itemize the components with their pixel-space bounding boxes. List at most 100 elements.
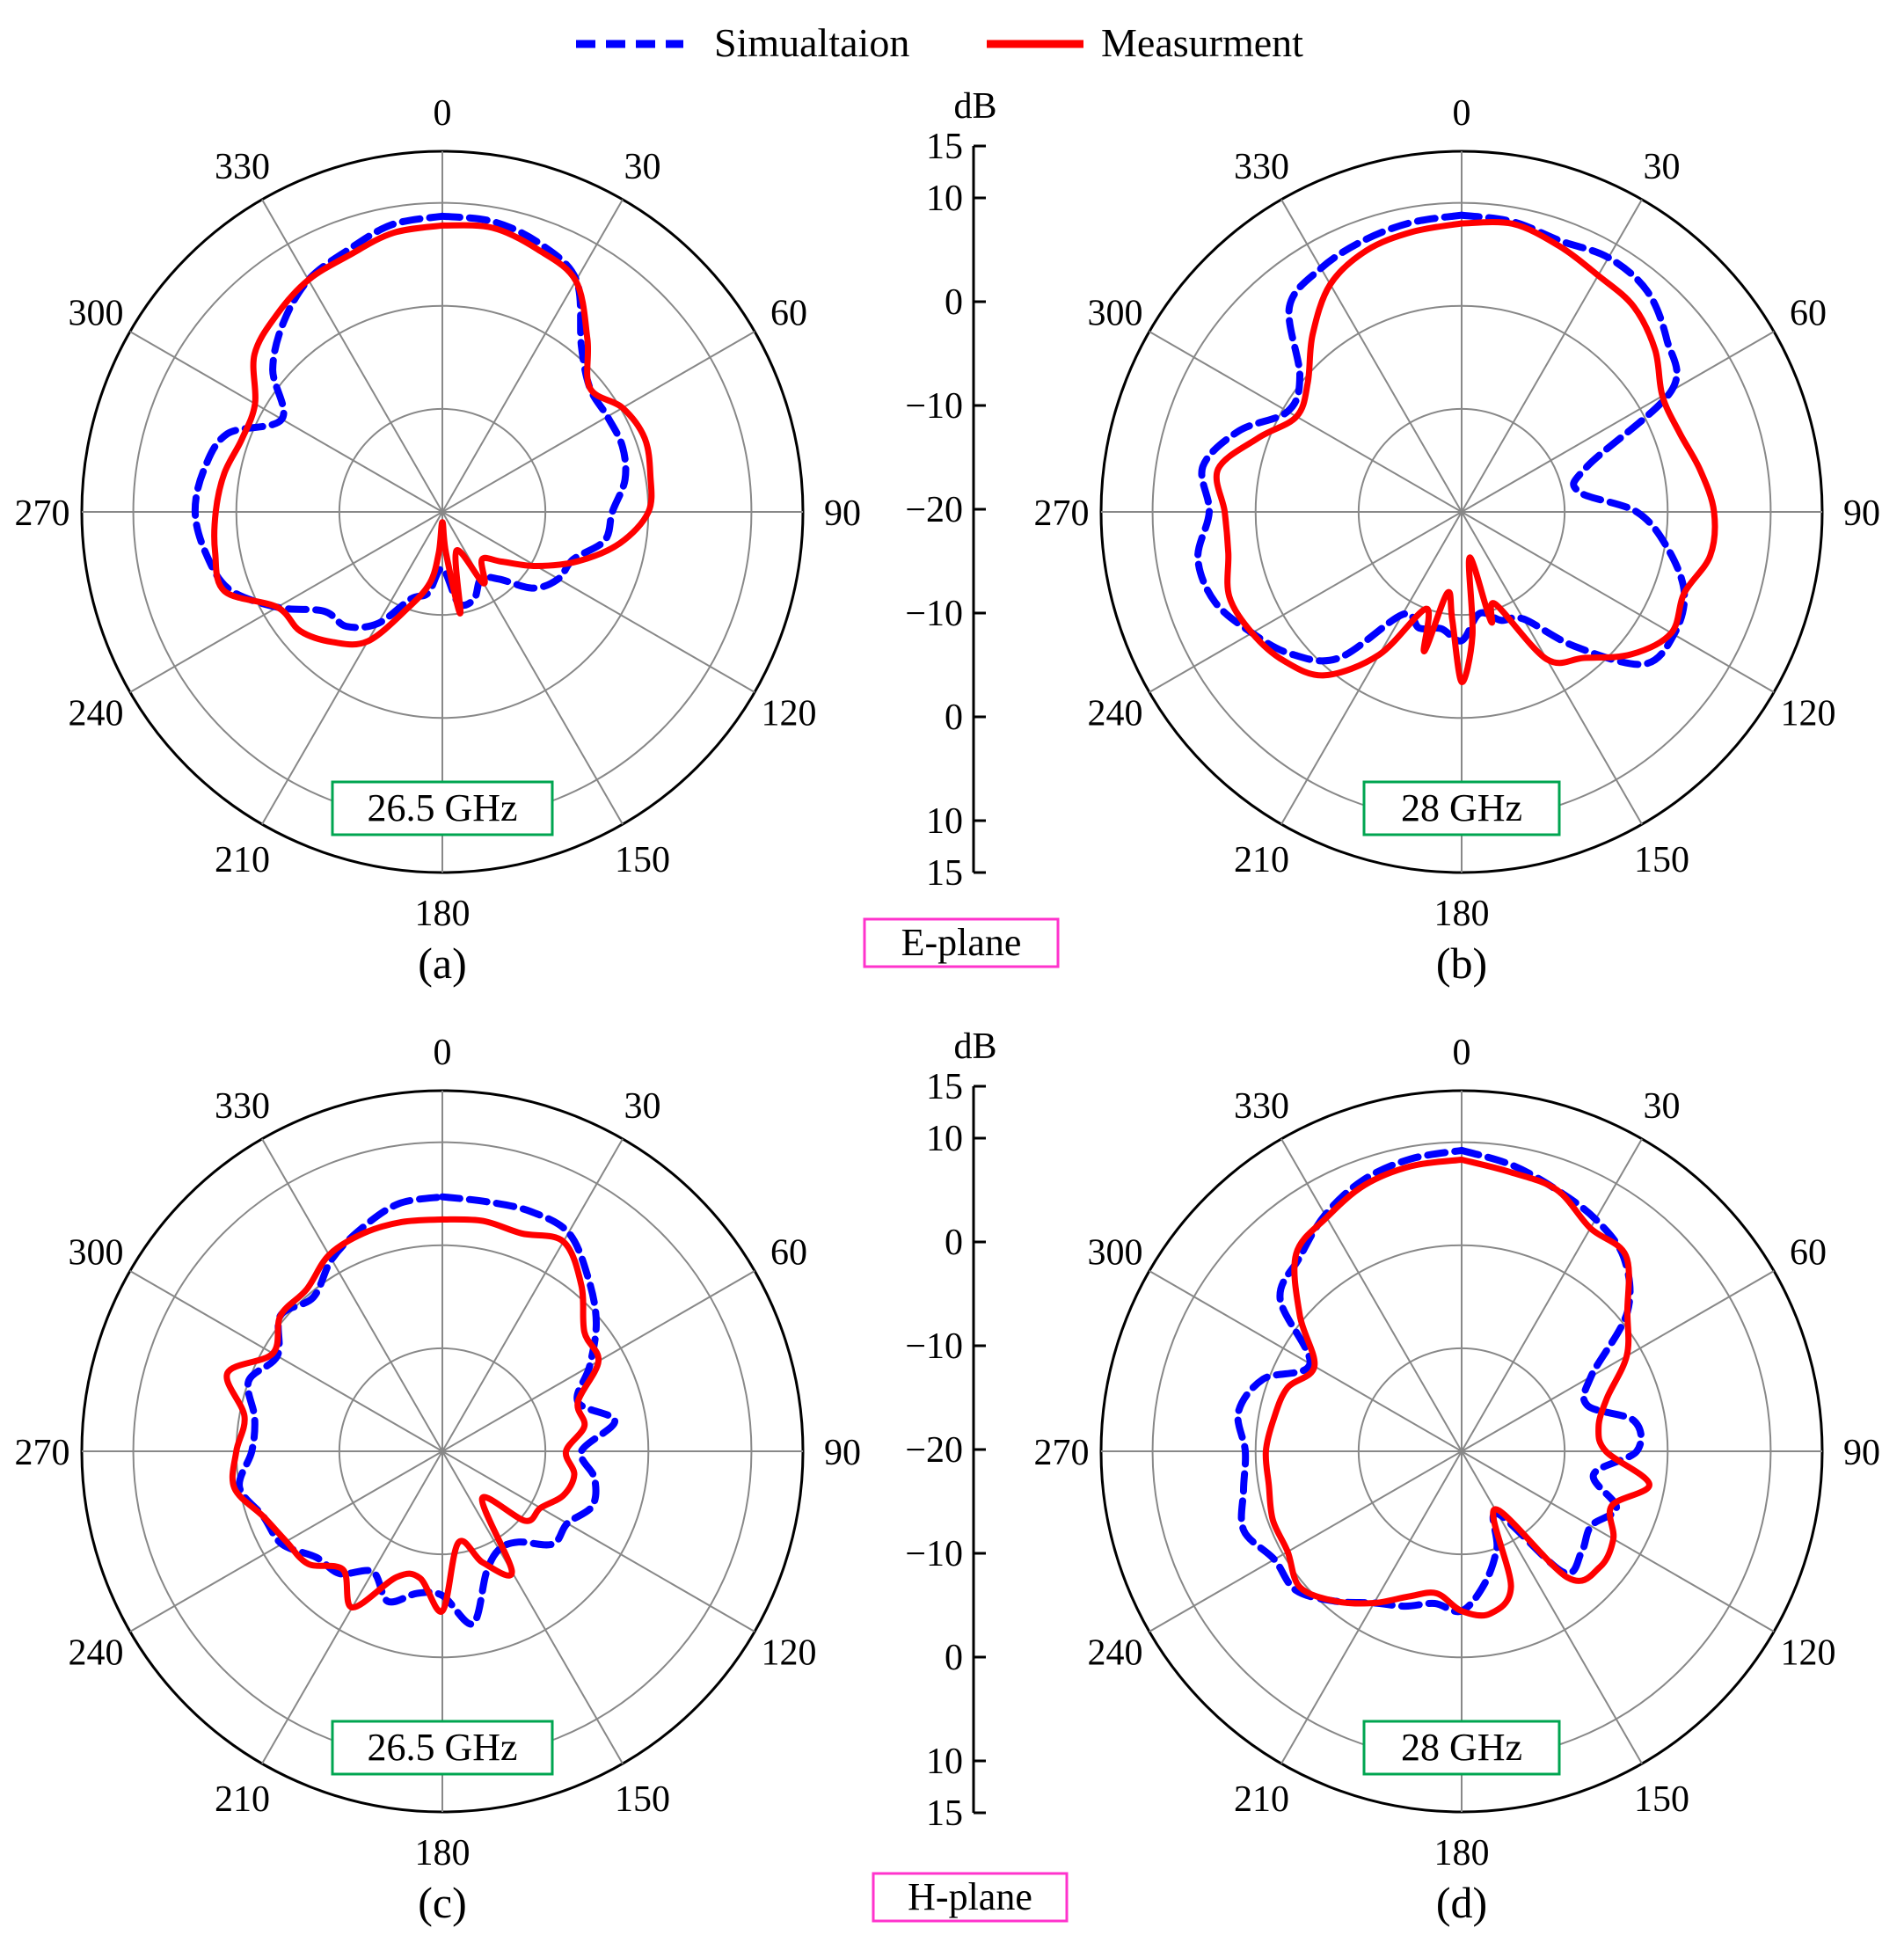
angle-tick-label: 90 bbox=[824, 1433, 861, 1473]
grid-spoke bbox=[1149, 511, 1463, 693]
frequency-box bbox=[331, 780, 554, 836]
angle-tick-label: 120 bbox=[762, 1633, 817, 1674]
simulation-curve bbox=[236, 1193, 619, 1628]
angle-tick-label: 120 bbox=[1781, 1633, 1836, 1674]
grid-spoke bbox=[441, 1450, 755, 1632]
angle-tick-label: 30 bbox=[1644, 147, 1681, 187]
legend-simulation-label: Simualtaion bbox=[714, 20, 909, 65]
grid-spoke bbox=[441, 1138, 624, 1452]
panel-caption: (a) bbox=[418, 938, 467, 988]
angle-tick-label: 270 bbox=[15, 493, 70, 534]
measurement-curve bbox=[1213, 218, 1718, 685]
angle-tick-label: 30 bbox=[1644, 1086, 1681, 1127]
angle-tick-label: 330 bbox=[215, 1086, 270, 1127]
grid-spoke bbox=[1280, 1450, 1463, 1764]
angle-tick-label: 60 bbox=[770, 294, 807, 334]
angle-tick-label: 240 bbox=[1087, 1633, 1142, 1674]
grid-spoke bbox=[261, 199, 443, 513]
angle-tick-label: 0 bbox=[434, 1033, 452, 1073]
grid-spoke bbox=[1149, 1450, 1463, 1632]
measurement-curve bbox=[223, 1216, 602, 1615]
angle-tick-label: 90 bbox=[1843, 1433, 1880, 1473]
grid-spoke bbox=[1149, 1270, 1463, 1452]
panel-a: 0 30 60 90 120 150 180 210 240 270 300 330 26.5 GHz (… bbox=[15, 93, 862, 988]
grid-spoke bbox=[261, 511, 443, 825]
grid-spoke bbox=[1280, 1138, 1463, 1452]
angle-tick-label: 270 bbox=[15, 1433, 70, 1473]
angle-tick-label: 120 bbox=[1781, 694, 1836, 734]
scale-tick-label: 10 bbox=[926, 179, 963, 219]
panel-b: 0 30 60 90 120 150 180 210 240 270 300 330 28 GHz (b) bbox=[1034, 93, 1881, 988]
simulation-curve bbox=[1194, 211, 1689, 668]
scale-tick-label: 15 bbox=[926, 1067, 963, 1107]
h-plane-label-box: H-plane bbox=[872, 1872, 1069, 1923]
angle-tick-label: 300 bbox=[1087, 294, 1142, 334]
angle-tick-label: 0 bbox=[1453, 93, 1471, 134]
scale-tick-label: 10 bbox=[926, 1742, 963, 1782]
frequency-label: 28 GHz bbox=[1401, 786, 1522, 829]
grid-spoke bbox=[129, 511, 443, 693]
e-plane-label: E-plane bbox=[901, 921, 1022, 964]
scale-tick-label: 0 bbox=[945, 1223, 963, 1263]
angle-tick-label: 210 bbox=[215, 1779, 270, 1820]
angle-tick-label: 210 bbox=[1234, 840, 1289, 880]
angle-tick-label: 240 bbox=[1087, 694, 1142, 734]
angle-tick-label: 90 bbox=[824, 493, 861, 534]
grid-spoke bbox=[1461, 1450, 1775, 1632]
angle-tick-label: 90 bbox=[1843, 493, 1880, 534]
panel-caption: (c) bbox=[418, 1878, 467, 1927]
angle-tick-label: 240 bbox=[68, 1633, 123, 1674]
grid-spoke bbox=[441, 199, 624, 513]
angle-tick-label: 150 bbox=[615, 1779, 670, 1820]
panel-caption: (d) bbox=[1436, 1878, 1487, 1927]
grid-spoke bbox=[441, 331, 755, 513]
grid-spoke bbox=[1280, 511, 1463, 825]
grid-spoke bbox=[1461, 511, 1775, 693]
scale-tick-label: −10 bbox=[905, 1326, 963, 1367]
grid-spoke bbox=[129, 331, 443, 513]
legend-measurement-label: Measurment bbox=[1101, 20, 1303, 65]
frequency-box bbox=[1362, 1720, 1561, 1776]
angle-tick-label: 150 bbox=[1634, 840, 1689, 880]
scale-tick-label: 0 bbox=[945, 1638, 963, 1678]
scale-unit-label: dB bbox=[953, 1026, 996, 1067]
e-plane-label-box: E-plane bbox=[863, 917, 1060, 968]
h-plane-label: H-plane bbox=[908, 1875, 1032, 1918]
angle-tick-label: 0 bbox=[1453, 1033, 1471, 1073]
frequency-label: 28 GHz bbox=[1401, 1726, 1522, 1769]
scale-unit-label: dB bbox=[953, 86, 996, 127]
angle-tick-label: 120 bbox=[762, 694, 817, 734]
angle-tick-label: 330 bbox=[1234, 1086, 1289, 1127]
angle-tick-label: 30 bbox=[624, 147, 661, 187]
grid-spoke bbox=[1280, 199, 1463, 513]
frequency-label: 26.5 GHz bbox=[367, 786, 517, 829]
grid-spoke bbox=[1461, 1270, 1775, 1452]
panel-d: 0 30 60 90 120 150 180 210 240 270 300 330 28 GHz (d) bbox=[1034, 1033, 1881, 1927]
scale-tick-label: −10 bbox=[905, 1534, 963, 1574]
angle-tick-label: 30 bbox=[624, 1086, 661, 1127]
scale-tick-label: 15 bbox=[926, 127, 963, 167]
angle-tick-label: 0 bbox=[434, 93, 452, 134]
scale-tick-label: −10 bbox=[905, 594, 963, 634]
measurement-curve bbox=[1262, 1157, 1652, 1619]
scale-tick-label: −20 bbox=[905, 490, 963, 530]
angle-tick-label: 330 bbox=[1234, 147, 1289, 187]
angle-tick-label: 180 bbox=[1434, 894, 1490, 934]
scale-tick-label: 0 bbox=[945, 282, 963, 323]
angle-tick-label: 270 bbox=[1034, 493, 1090, 534]
legend: Simualtaion Measurment bbox=[576, 20, 1303, 65]
angle-tick-label: 330 bbox=[215, 147, 270, 187]
grid-spoke bbox=[261, 1138, 443, 1452]
angle-tick-label: 210 bbox=[215, 840, 270, 880]
scale-tick-label: 15 bbox=[926, 853, 963, 894]
angle-tick-label: 270 bbox=[1034, 1433, 1090, 1473]
scale-tick-label: 15 bbox=[926, 1793, 963, 1834]
scale-tick-label: −10 bbox=[905, 386, 963, 427]
angle-tick-label: 60 bbox=[770, 1233, 807, 1274]
angle-tick-label: 240 bbox=[68, 694, 123, 734]
angle-tick-label: 180 bbox=[415, 1833, 471, 1873]
